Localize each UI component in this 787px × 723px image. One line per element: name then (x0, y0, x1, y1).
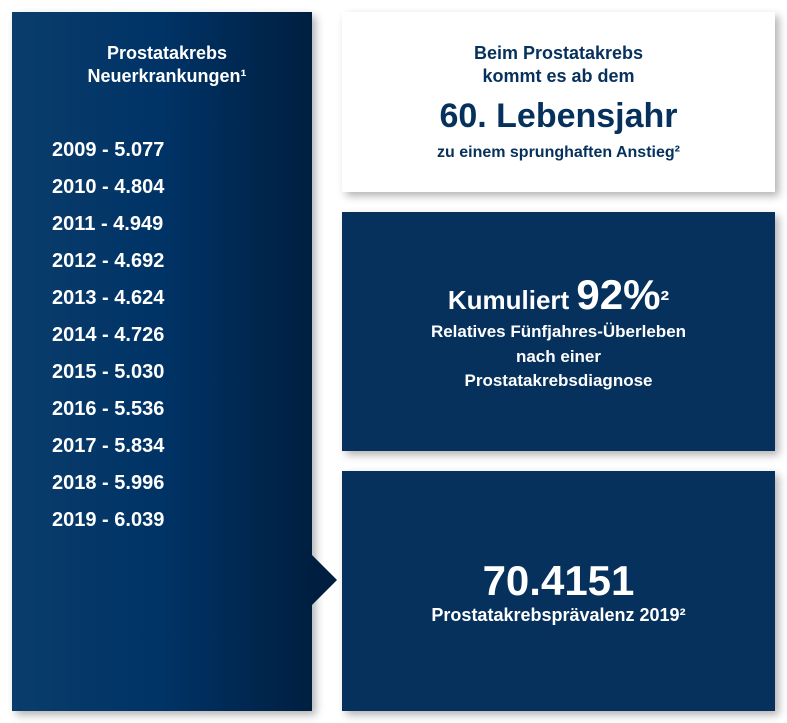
survival-value: 92% (576, 271, 660, 318)
arrow-icon (309, 552, 337, 608)
prevalence-value: 70.4151 (362, 557, 755, 605)
year-item: 2017 - 5.834 (52, 435, 292, 458)
year-item: 2011 - 4.949 (52, 213, 292, 236)
card-survival: Kumuliert 92%² Relatives Fünfjahres-Über… (342, 212, 775, 452)
right-column: Beim Prostatakrebs kommt es ab dem 60. L… (332, 12, 775, 711)
survival-prefix: Kumuliert (448, 285, 577, 315)
prevalence-sub: Prostatakrebsprävalenz 2019² (362, 605, 755, 626)
card1-big: 60. Lebensjahr (362, 97, 755, 136)
year-item: 2015 - 5.030 (52, 361, 292, 384)
year-item: 2012 - 4.692 (52, 250, 292, 273)
survival-sub-b: nach einer (362, 346, 755, 368)
survival-sub-c: Prostatakrebsdiagnose (362, 370, 755, 392)
year-item: 2009 - 5.077 (52, 139, 292, 162)
card1-line-c: zu einem sprunghaften Anstieg² (362, 144, 755, 162)
year-item: 2019 - 6.039 (52, 509, 292, 532)
year-item: 2018 - 5.996 (52, 472, 292, 495)
year-list: 2009 - 5.077 2010 - 4.804 2011 - 4.949 2012… (42, 139, 292, 532)
year-item: 2014 - 4.726 (52, 324, 292, 347)
card1-line-b: kommt es ab dem (362, 65, 755, 88)
left-title: Prostatakrebs Neuerkrankungen¹ (42, 42, 292, 89)
survival-sub-a: Relatives Fünfjahres-Überleben (362, 321, 755, 343)
card1-line-a: Beim Prostatakrebs (362, 42, 755, 65)
year-item: 2010 - 4.804 (52, 176, 292, 199)
year-item: 2013 - 4.624 (52, 287, 292, 310)
title-line-1: Prostatakrebs (42, 42, 292, 65)
card-age-onset: Beim Prostatakrebs kommt es ab dem 60. L… (342, 12, 775, 192)
survival-suffix: ² (660, 285, 669, 315)
card-prevalence: 70.4151 Prostatakrebsprävalenz 2019² (342, 471, 775, 711)
survival-stat: Kumuliert 92%² (362, 271, 755, 319)
title-line-2: Neuerkrankungen¹ (42, 65, 292, 88)
left-panel: Prostatakrebs Neuerkrankungen¹ 2009 - 5.… (12, 12, 312, 711)
year-item: 2016 - 5.536 (52, 398, 292, 421)
